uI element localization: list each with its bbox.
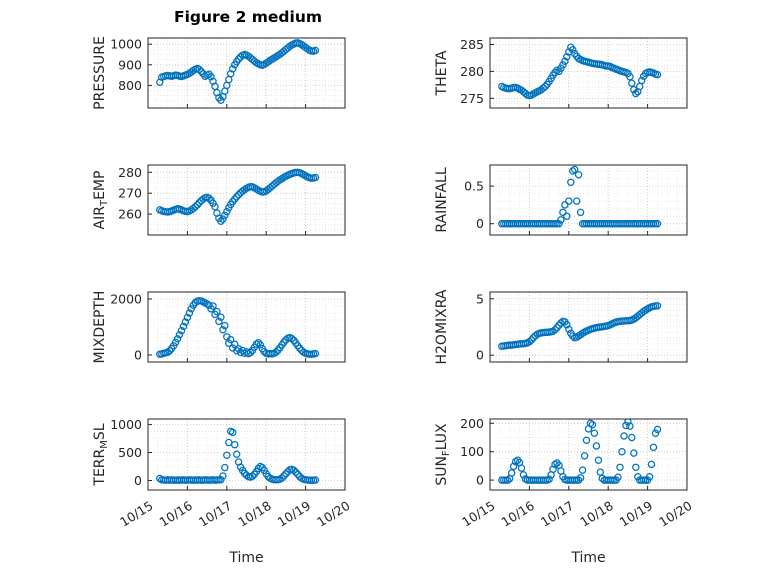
y-axis-label: RAINFALL <box>434 167 450 232</box>
x-tick-label: 10/18 <box>577 498 616 530</box>
x-tick-label: 10/20 <box>314 498 353 530</box>
subplot-theta: 275 280 285 THETA <box>434 37 688 109</box>
x-tick-label: 10/19 <box>617 498 656 530</box>
y-axis-label: THETA <box>434 50 450 96</box>
y-tick-label: 100 <box>460 444 484 459</box>
x-tick-label: 10/16 <box>498 498 537 530</box>
x-tick-label: 10/15 <box>459 498 498 530</box>
scatter-series <box>498 43 662 100</box>
x-tick-label: 10/18 <box>235 498 274 530</box>
y-tick-label: 0 <box>476 473 484 488</box>
y-tick-label: 5 <box>476 291 484 306</box>
x-tick-label: 10/16 <box>156 498 195 530</box>
y-tick-label: 500 <box>118 445 142 460</box>
y-tick-label: 285 <box>460 37 484 52</box>
scatter-series <box>498 165 662 228</box>
y-tick-label: 0 <box>476 348 484 363</box>
subplot-terr-msl: 0 500 1000 10/15 10/16 10/17 10/18 10/19 10/20 TE… <box>92 417 353 530</box>
scatter-series <box>498 302 662 350</box>
x-tick-label: 10/19 <box>275 498 314 530</box>
subplot-air-temp: 260 270 280 AIRTEMP <box>92 164 346 236</box>
y-tick-label: 1000 <box>110 417 142 432</box>
scatter-series <box>498 419 662 484</box>
y-tick-label: 275 <box>460 91 484 106</box>
x-tick-label: 10/17 <box>538 498 577 530</box>
x-tick-label: 10/20 <box>656 498 695 530</box>
scatter-series <box>156 427 320 484</box>
y-axis-label: H2OMIXRA <box>434 289 450 364</box>
y-tick-label: 800 <box>118 78 142 93</box>
y-tick-label: 280 <box>460 64 484 79</box>
x-axis-label-right: Time <box>571 550 606 566</box>
y-tick-label: 270 <box>118 186 142 201</box>
y-tick-label: 280 <box>118 165 142 180</box>
subplot-rainfall: 0 0.5 RAINFALL <box>434 164 688 236</box>
y-axis-label: PRESSURE <box>92 36 108 110</box>
y-tick-label: 0 <box>476 216 484 231</box>
y-axis-label: MIXDEPTH <box>92 291 108 364</box>
y-tick-label: 260 <box>118 207 142 222</box>
y-axis-label: AIRTEMP <box>92 171 110 230</box>
y-axis-label: SUNFLUX <box>434 423 452 486</box>
y-tick-label: 0 <box>134 348 142 363</box>
x-tick-label: 10/17 <box>196 498 235 530</box>
scatter-series <box>156 168 320 225</box>
figure-title: Figure 2 medium <box>173 8 323 26</box>
y-tick-label: 200 <box>460 416 484 431</box>
subplot-sun-flux: 0 100 200 10/15 10/16 10/17 10/18 10/19 10/20 SUN… <box>434 416 695 530</box>
y-axis-label: TERRMSL <box>92 423 110 486</box>
x-tick-label: 10/15 <box>117 498 156 530</box>
scatter-series <box>156 296 320 358</box>
y-tick-label: 2000 <box>110 292 142 307</box>
y-tick-label: 900 <box>118 57 142 72</box>
subplot-h2omixra: 0 5 H2OMIXRA <box>434 289 688 365</box>
y-tick-label: 0.5 <box>464 179 484 194</box>
scatter-series <box>156 39 320 104</box>
y-tick-label: 1000 <box>110 37 142 52</box>
x-axis-label-left: Time <box>229 550 264 566</box>
y-tick-label: 0 <box>134 473 142 488</box>
